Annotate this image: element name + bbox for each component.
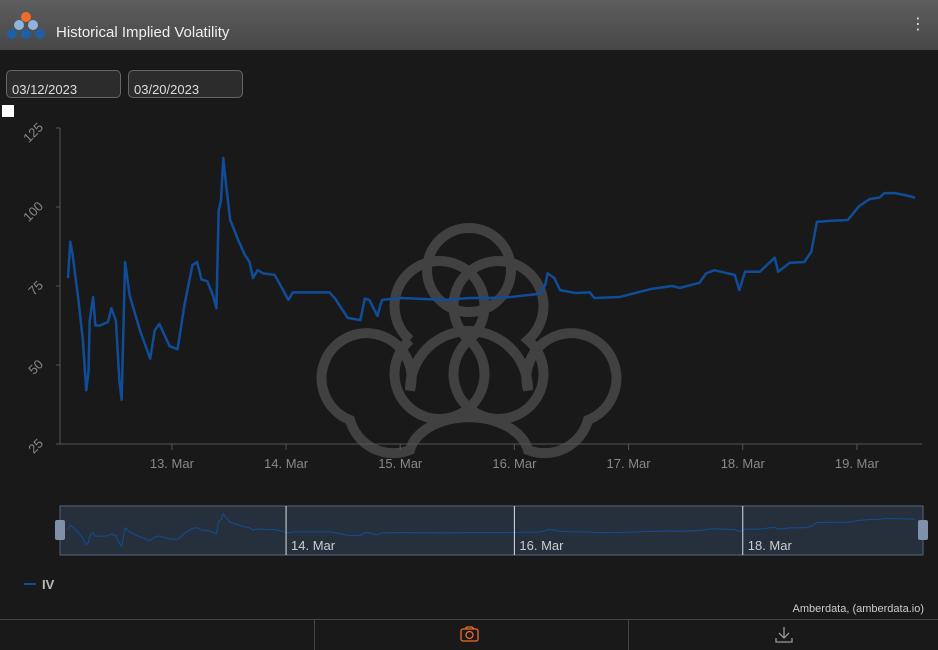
navigator-line	[67, 512, 916, 548]
title: Historical Implied Volatility	[56, 24, 230, 41]
navigator-handle[interactable]	[55, 520, 65, 540]
x-tick-label: 19. Mar	[835, 456, 880, 471]
header: Historical Implied Volatility ⋮	[0, 0, 938, 50]
credit[interactable]: Amberdata, (amberdata.io)	[793, 603, 924, 615]
logo	[7, 12, 45, 39]
legend-label[interactable]: IV	[42, 577, 55, 592]
navigator-tick-label: 14. Mar	[291, 538, 336, 553]
y-tick-label: 75	[25, 278, 46, 299]
x-tick-label: 17. Mar	[607, 456, 652, 471]
y-tick-label: 50	[25, 357, 46, 378]
navigator-tick-label: 18. Mar	[748, 538, 793, 553]
x-tick-label: 13. Mar	[150, 456, 195, 471]
navigator-tick-label: 16. Mar	[519, 538, 564, 553]
end-date-input[interactable]: 03/20/2023	[128, 70, 243, 98]
watermark	[316, 223, 622, 459]
x-tick-label: 18. Mar	[721, 456, 766, 471]
checkbox[interactable]	[2, 105, 14, 117]
x-tick-label: 14. Mar	[264, 456, 309, 471]
camera-button[interactable]	[460, 626, 479, 642]
y-tick-label: 125	[20, 120, 46, 146]
iv-line	[66, 156, 916, 402]
navigator-handle[interactable]	[918, 520, 928, 540]
x-tick-label: 16. Mar	[492, 456, 537, 471]
x-tick-label: 15. Mar	[378, 456, 423, 471]
start-date-input[interactable]: 03/12/2023	[6, 70, 121, 98]
y-tick-label: 100	[20, 199, 46, 225]
download-button[interactable]	[775, 627, 793, 643]
menu-button[interactable]: ⋮	[910, 16, 926, 33]
y-tick-label: 25	[25, 436, 46, 457]
